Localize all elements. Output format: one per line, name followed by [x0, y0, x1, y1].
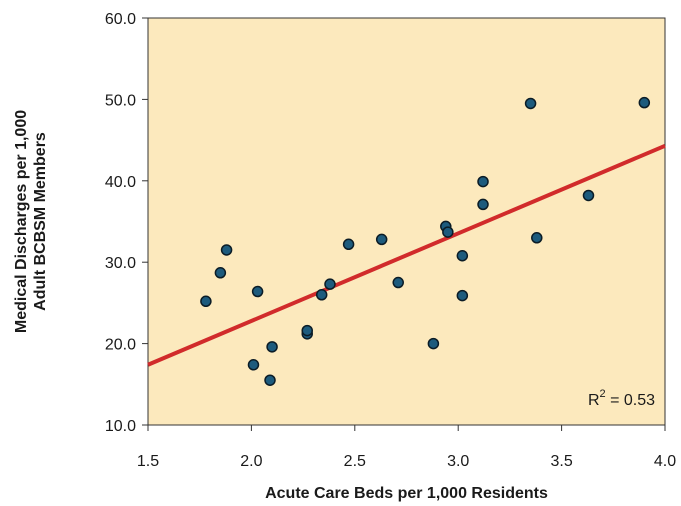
y-axis-title-line: Medical Discharges per 1,000: [13, 110, 30, 333]
trend-line: [147, 143, 666, 367]
data-point: [456, 249, 469, 262]
data-point: [477, 198, 489, 211]
x-tick-label: 2.5: [344, 453, 366, 470]
y-axis-title-line: Adult BCBSM Members: [32, 132, 49, 311]
plot-area: [147, 17, 666, 426]
data-point: [638, 96, 651, 109]
data-point: [266, 341, 278, 353]
data-point: [315, 289, 328, 301]
x-tick-label: 4.0: [654, 453, 676, 470]
r2-value: = 0.53: [606, 392, 655, 409]
data-point: [531, 232, 543, 244]
x-tick-label: 2.0: [240, 453, 262, 470]
r2-prefix: R: [588, 392, 600, 409]
data-point: [214, 267, 227, 279]
data-point: [582, 189, 595, 202]
data-point: [247, 359, 260, 371]
data-point: [220, 244, 233, 256]
data-points: [200, 96, 651, 386]
data-point: [456, 289, 469, 302]
y-tick-label: 60.0: [105, 11, 136, 28]
x-tick-label: 3.0: [447, 453, 469, 470]
data-point: [342, 238, 355, 251]
data-point: [524, 97, 537, 110]
data-point: [427, 337, 440, 350]
x-axis-title: Acute Care Beds per 1,000 Residents: [265, 485, 548, 502]
y-tick-label: 50.0: [105, 92, 136, 109]
x-axis: 1.5 2.0 2.5 3.0 3.5 4.0: [137, 425, 676, 470]
x-tick-label: 1.5: [137, 453, 159, 470]
y-axis-title: Medical Discharges per 1,000 Adult BCBSM …: [13, 110, 49, 333]
data-point: [301, 324, 313, 337]
data-point: [324, 278, 336, 290]
data-point: [264, 374, 276, 386]
data-point: [251, 285, 264, 298]
r-squared-annotation: R2 = 0.53: [588, 388, 655, 409]
data-point: [392, 276, 404, 289]
r2-superscript: 2: [600, 388, 606, 400]
data-point: [442, 226, 454, 238]
data-point: [200, 295, 212, 308]
y-axis: 10.0 20.0 30.0 40.0 50.0 60.0: [105, 11, 148, 435]
data-point: [477, 175, 489, 188]
y-tick-label: 10.0: [105, 418, 136, 435]
data-point: [375, 233, 388, 246]
x-tick-label: 3.5: [550, 453, 572, 470]
y-tick-label: 20.0: [105, 337, 136, 354]
y-tick-label: 30.0: [105, 255, 136, 272]
y-tick-label: 40.0: [105, 174, 136, 191]
